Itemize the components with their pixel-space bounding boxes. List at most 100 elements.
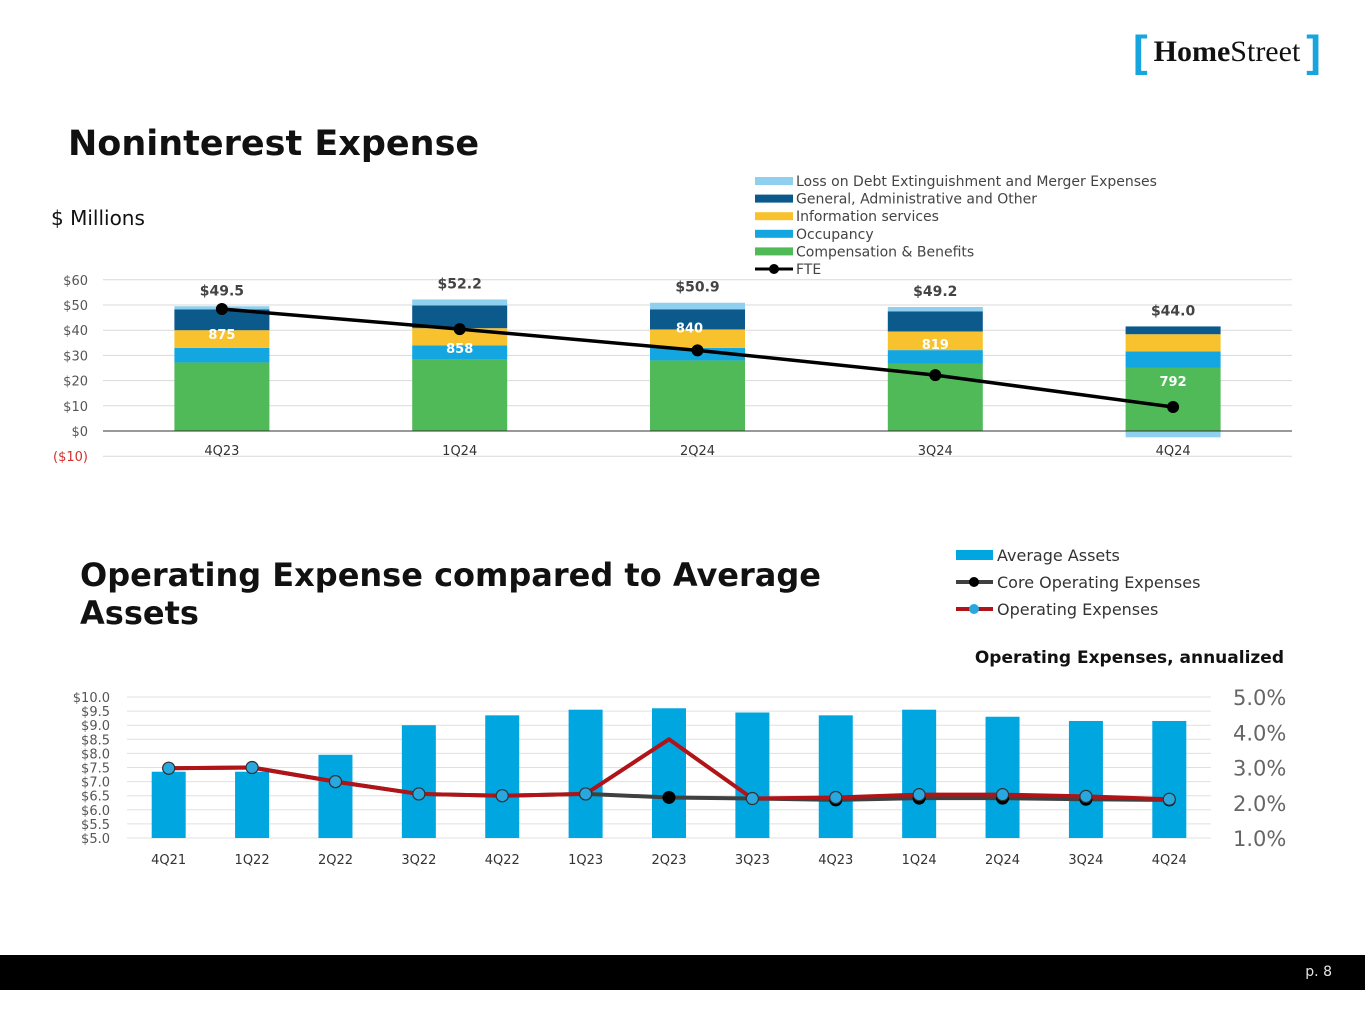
- bar-total-label: $52.2: [438, 276, 482, 292]
- x-axis-tick-label: 4Q24: [1156, 444, 1191, 459]
- fte-data-label: 840: [676, 321, 703, 336]
- legend-label: Compensation & Benefits: [796, 244, 974, 260]
- y-axis-tick-label: $7.0: [81, 776, 110, 791]
- x-axis-tick-label: 4Q23: [204, 444, 239, 459]
- average-assets-bar: [401, 725, 436, 838]
- bar-segment: [174, 347, 270, 363]
- legend-swatch: [755, 229, 793, 238]
- average-assets-bar: [1152, 720, 1187, 838]
- bar-segment: [887, 350, 983, 364]
- average-assets-bar: [735, 712, 770, 838]
- average-assets-bar: [318, 754, 353, 838]
- bar-segment: [412, 305, 508, 329]
- logo-left-bracket: [: [1133, 27, 1148, 76]
- bar-segment: [887, 311, 983, 332]
- y-axis-tick-label: $5.0: [81, 832, 110, 847]
- operating-expense-subtitle: Operating Expenses, annualized: [974, 648, 1284, 668]
- opex-point: [579, 787, 593, 801]
- bar-total-label: $49.5: [200, 283, 244, 299]
- bar-segment: [887, 307, 983, 312]
- average-assets-bar: [818, 715, 853, 838]
- fte-data-label: 875: [208, 328, 235, 343]
- bar-total-label: $49.2: [913, 284, 957, 300]
- legend-swatch: [755, 194, 793, 203]
- bar-segment: [650, 309, 745, 330]
- y-axis-tick-label: $6.0: [81, 804, 110, 819]
- footer-bar: p. 8: [0, 955, 1365, 990]
- fte-point: [929, 369, 942, 382]
- bar-total-label: $44.0: [1151, 303, 1196, 319]
- legend-swatch: [755, 247, 793, 256]
- fte-point: [453, 323, 466, 336]
- y2-axis-tick-label: 4.0%: [1233, 721, 1286, 745]
- x-axis-tick-label: 4Q23: [818, 853, 853, 868]
- operating-expense-chart: $5.0$5.5$6.0$6.5$7.0$7.5$8.0$8.5$9.0$9.5…: [73, 546, 1287, 868]
- fte-point: [691, 344, 704, 357]
- opex-point: [328, 774, 343, 789]
- opex-point: [995, 788, 1010, 802]
- y2-axis-tick-label: 3.0%: [1233, 757, 1286, 781]
- y2-axis-tick-label: 2.0%: [1233, 792, 1286, 816]
- x-axis-tick-label: 3Q24: [918, 444, 953, 459]
- bar-segment: [1125, 326, 1221, 335]
- average-assets-bar: [568, 709, 603, 838]
- x-axis-tick-label: 3Q22: [401, 853, 436, 868]
- legend-label: FTE: [796, 262, 821, 278]
- y-axis-tick-label: $8.5: [81, 733, 110, 748]
- bar-total-label: $50.9: [675, 280, 719, 296]
- y2-axis-tick-label: 1.0%: [1233, 827, 1286, 851]
- opex-point: [1162, 792, 1176, 806]
- bar-segment: [412, 345, 508, 360]
- legend-label: Core Operating Expenses: [997, 573, 1200, 592]
- y-axis-tick-label: $5.5: [81, 818, 110, 833]
- y-axis-tick-label: $10.0: [73, 691, 110, 706]
- opex-point: [745, 791, 759, 806]
- average-assets-bar: [235, 771, 270, 838]
- x-axis-tick-label: 4Q24: [1152, 853, 1187, 868]
- opex-point: [412, 787, 426, 801]
- millions-unit-label: $ Millions: [51, 206, 145, 230]
- bar-segment: [174, 330, 270, 348]
- bar-segment: [650, 302, 745, 310]
- bar-segment: [887, 331, 983, 351]
- bar-segment: [174, 362, 270, 431]
- average-assets-bar: [985, 716, 1020, 838]
- y-axis-tick-label: $0: [71, 425, 88, 440]
- bar-segment: [1125, 334, 1221, 352]
- x-axis-tick-label: 4Q22: [485, 853, 520, 868]
- opex-point: [829, 790, 843, 805]
- logo-home-text: Home: [1153, 35, 1231, 68]
- bar-segment: [174, 309, 270, 331]
- legend-swatch-marker: [969, 604, 979, 614]
- logo-street-text: Street: [1230, 35, 1301, 68]
- legend-label: Occupancy: [796, 227, 874, 243]
- x-axis-tick-label: 4Q21: [151, 853, 186, 868]
- bar-segment: [650, 329, 745, 348]
- y-axis-tick-label: $10: [63, 400, 88, 415]
- legend-swatch: [755, 212, 793, 221]
- y-axis-tick-label: $50: [63, 299, 88, 314]
- fte-data-label: 858: [446, 342, 473, 357]
- bar-segment: [1125, 367, 1221, 431]
- opex-point: [1079, 789, 1093, 804]
- x-axis-tick-label: 1Q24: [442, 444, 477, 459]
- x-axis-tick-label: 2Q23: [651, 853, 686, 868]
- average-assets-bar: [485, 715, 520, 838]
- y2-axis-tick-label: 5.0%: [1233, 686, 1286, 710]
- core-opex-point: [662, 790, 676, 804]
- average-assets-bar: [151, 771, 186, 838]
- bar-segment: [412, 359, 508, 431]
- average-assets-bar: [902, 709, 937, 838]
- x-axis-tick-label: 2Q22: [318, 853, 353, 868]
- y-axis-tick-label: $8.0: [81, 747, 110, 762]
- legend-label: Average Assets: [997, 546, 1120, 565]
- opex-point: [495, 789, 509, 803]
- y-axis-tick-label: $40: [63, 324, 88, 339]
- bar-segment: [1125, 351, 1221, 368]
- legend-swatch: [956, 550, 993, 560]
- legend-swatch-marker: [969, 577, 979, 587]
- fte-point: [215, 303, 228, 315]
- bar-segment: [650, 360, 745, 431]
- operating-expense-title: Operating Expense compared to Average As…: [80, 556, 821, 632]
- x-axis-tick-label: 1Q23: [568, 853, 603, 868]
